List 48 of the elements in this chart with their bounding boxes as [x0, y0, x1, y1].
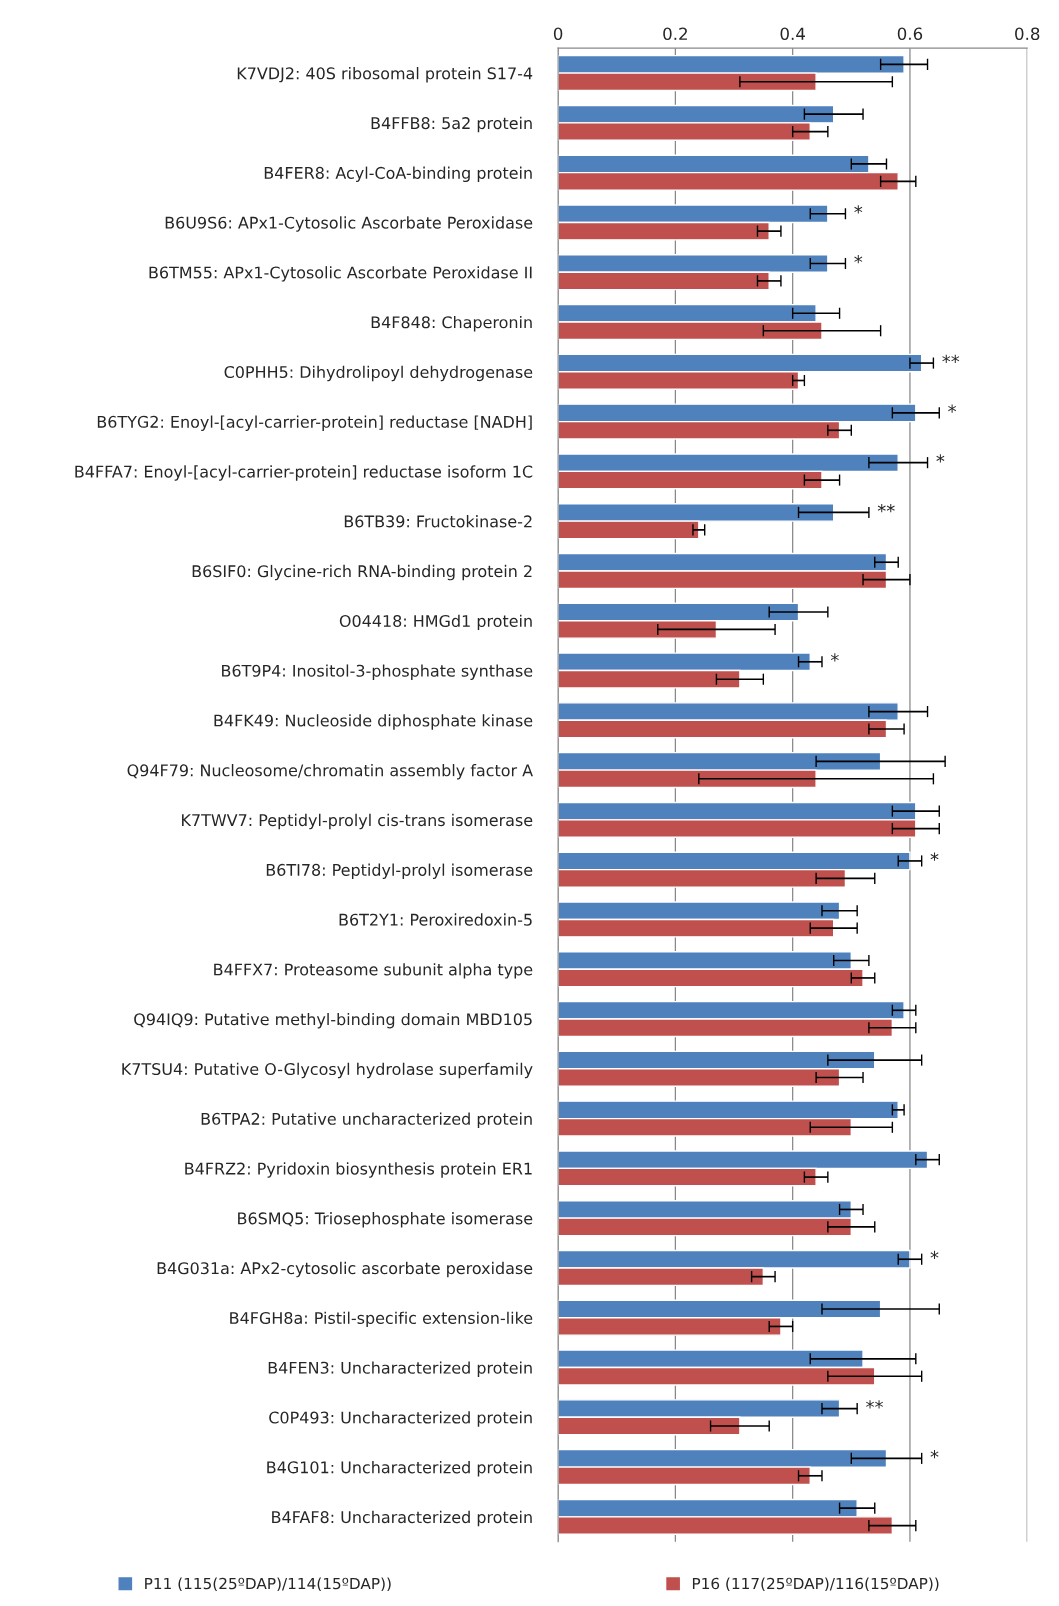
y-tick-label: B6TYG2: Enoyl-[acyl-carrier-protein] reductase [NADH] [97, 415, 532, 431]
y-tick-label: O04418: HMGd1 protein [339, 614, 532, 631]
x-tick-label: 0 [553, 27, 563, 41]
annotation: * [854, 255, 863, 264]
y-tick-label: B4FER8: Acyl-CoA-binding protein [264, 166, 532, 183]
x-tick-label: 0.4 [780, 27, 805, 41]
y-tick-label: B4FAF8: Uncharacterized protein [272, 1510, 532, 1527]
y-tick-label: B4FFA7: Enoyl-[acyl-carrier-protein] reductase isoform 1C [75, 465, 533, 481]
annotation: * [830, 653, 839, 662]
y-tick-label: B6TPA2: Putative uncharacterized protein [201, 1112, 532, 1128]
annotation: * [948, 404, 957, 413]
y-tick-label: K7VDJ2: 40S ribosomal protein S17-4 [237, 67, 533, 83]
y-tick-label: B4G031a: APx2-cytosolic ascorbate peroxidase [157, 1261, 533, 1278]
x-tick-label: 0.6 [897, 27, 923, 41]
x-tick-label: 0.8 [1015, 27, 1040, 41]
y-tick-label: C0P493: Uncharacterized protein [269, 1411, 532, 1427]
y-tick-label: Q94IQ9: Putative methyl-binding domain MBD105 [134, 1012, 532, 1029]
y-tick-label: B6TM55: APx1-Cytosolic Ascorbate Peroxidase II [149, 266, 532, 282]
y-tick-label: C0PHH5: Dihydrolipoyl dehydrogenase [224, 365, 533, 382]
y-tick-label: B4F848: Chaperonin [371, 315, 532, 332]
y-tick-label: B4FEN3: Uncharacterized protein [268, 1361, 532, 1377]
annotation: * [930, 1449, 939, 1459]
annotation: * [854, 205, 863, 214]
y-tick-label: B6U9S6: APx1-Cytosolic Ascorbate Peroxidase [165, 216, 533, 232]
annotation: ** [942, 354, 960, 363]
y-tick-label: K7TWV7: Peptidyl-prolyl cis-trans isomerase [182, 813, 533, 830]
y-tick-label: B4FGH8a: Pistil-specific extension-like [230, 1311, 533, 1328]
annotation: * [930, 852, 939, 861]
y-tick-label: K7TSU4: Putative O-Glycosyl hydrolase superfamily [122, 1062, 533, 1079]
y-tick-label: B4FRZ2: Pyridoxin biosynthesis protein ER1 [185, 1162, 532, 1178]
y-tick-label: Q94F79: Nucleosome/chromatin assembly factor A [127, 764, 533, 780]
x-tick-label: 0.2 [663, 27, 687, 41]
y-tick-label: B6SMQ5: Triosephosphate isomerase [238, 1212, 533, 1228]
y-tick-label: B6T2Y1: Peroxiredoxin-5 [339, 913, 532, 926]
annotation: ** [866, 1400, 884, 1409]
y-tick-label: B6SIF0: Glycine-rich RNA-binding protein 2 [192, 564, 532, 581]
y-tick-label: B4FFX7: Proteasome subunit alpha type [214, 963, 533, 979]
legend-label: P16 (117(25ºDAP)/116(15ºDAP)) [692, 1577, 939, 1592]
y-tick-label: B6T9P4: Inositol-3-phosphate synthase [222, 664, 533, 680]
annotation: ** [877, 504, 895, 513]
legend-label: P11 (115(25ºDAP)/114(15ºDAP)) [145, 1577, 391, 1592]
y-tick-label: B4FFB8: 5a2 protein [371, 116, 532, 133]
y-tick-label: B6TB39: Fructokinase-2 [344, 515, 532, 528]
y-tick-label: B4G101: Uncharacterized protein [267, 1461, 532, 1477]
y-tick-label: B6TI78: Peptidyl-prolyl isomerase [266, 863, 533, 880]
y-tick-label: B4FK49: Nucleoside diphosphate kinase [214, 714, 533, 730]
annotation: * [936, 454, 945, 463]
annotation: * [930, 1250, 939, 1260]
